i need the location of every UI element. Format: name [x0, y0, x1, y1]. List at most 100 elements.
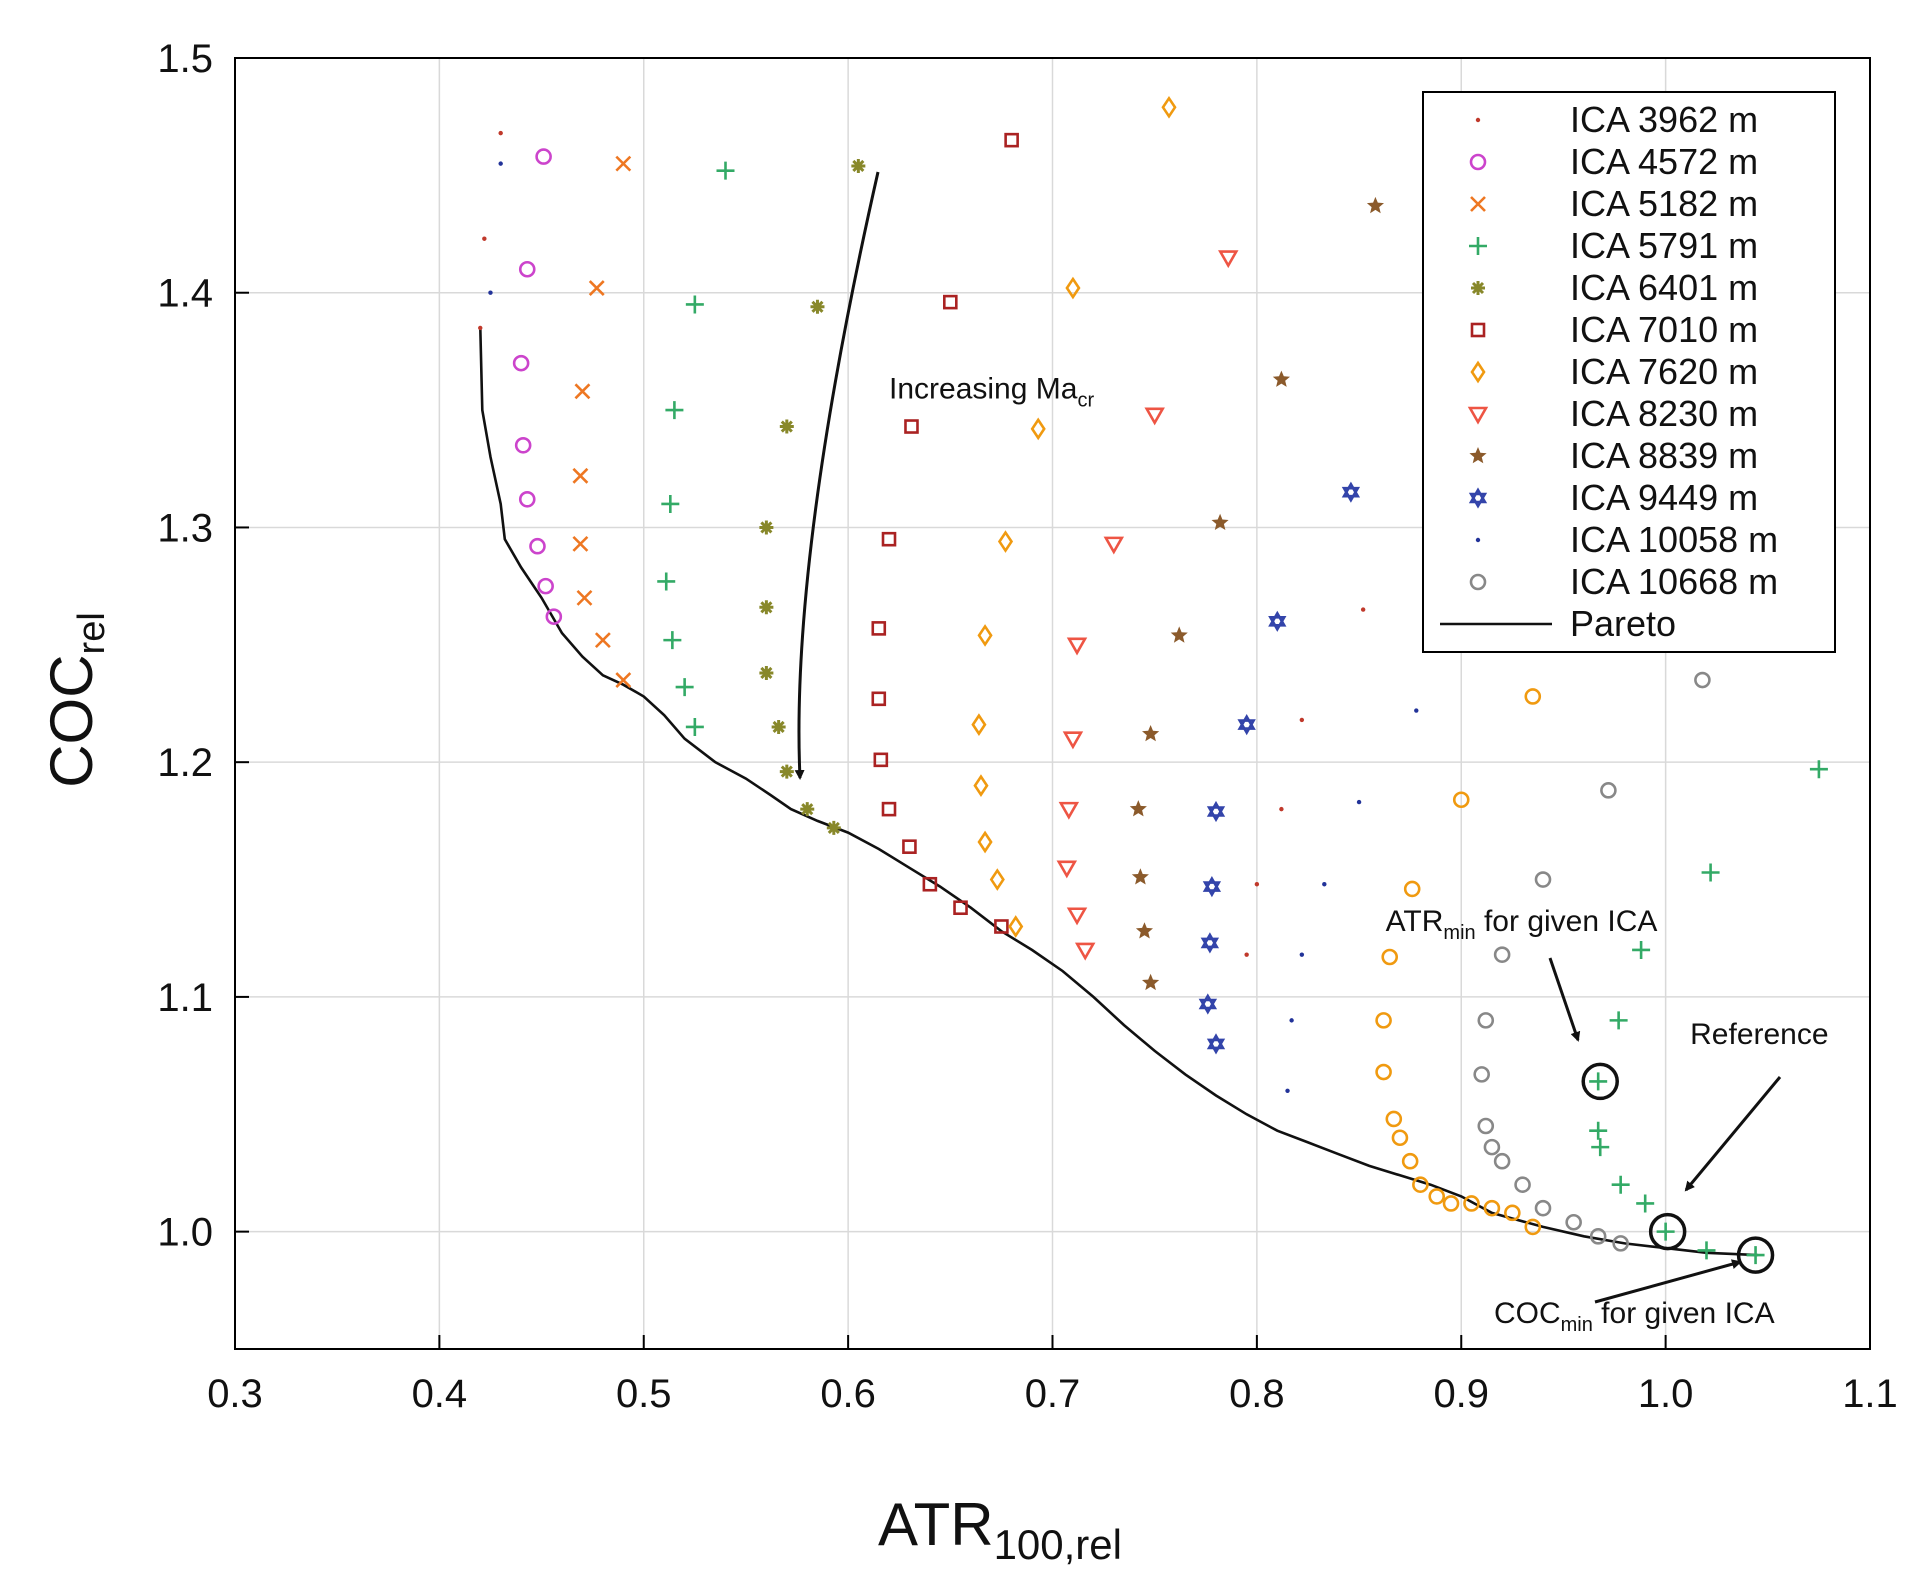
data-point — [685, 717, 704, 736]
series-7 — [1056, 250, 1239, 961]
data-point — [574, 383, 591, 400]
data-point — [800, 802, 815, 817]
data-point — [902, 839, 917, 854]
data-point — [1477, 1012, 1495, 1029]
data-point — [1589, 1121, 1608, 1140]
series-9 — [1198, 481, 1361, 1055]
x-tick-label: 0.3 — [207, 1372, 263, 1416]
data-point — [989, 868, 1005, 891]
annotation-text: Reference — [1690, 1018, 1828, 1051]
data-point — [1514, 1176, 1531, 1193]
data-point — [529, 537, 546, 555]
x-axis-title: ATR100,rel — [878, 1491, 1122, 1568]
reference-point — [1648, 1212, 1687, 1251]
data-point — [1493, 946, 1511, 963]
data-point — [1074, 942, 1096, 961]
legend-label: ICA 8839 m — [1570, 435, 1758, 476]
data-point — [1391, 1129, 1409, 1147]
data-point — [953, 900, 968, 916]
data-point — [1412, 1176, 1429, 1193]
legend-marker — [1469, 447, 1487, 464]
annotation-sub: cr — [1077, 389, 1094, 411]
data-point — [1244, 952, 1249, 957]
data-point — [572, 467, 589, 484]
data-point — [1144, 407, 1165, 426]
annotation-text: Increasing Macr — [889, 372, 1094, 411]
data-point — [1299, 717, 1305, 723]
data-point — [1401, 1152, 1419, 1170]
x-axis-title-main: ATR — [878, 1491, 994, 1558]
legend-label: ICA 5791 m — [1570, 225, 1758, 266]
plot-frame — [234, 57, 1871, 1350]
data-point — [997, 530, 1014, 553]
annotation-main: ATR — [1386, 905, 1444, 938]
x-tick-label: 0.7 — [1025, 1372, 1081, 1416]
data-point — [1504, 1204, 1521, 1222]
data-point — [1279, 806, 1284, 812]
data-point — [779, 764, 794, 779]
data-point — [1632, 940, 1651, 959]
series-4 — [759, 158, 866, 835]
data-point — [1170, 626, 1188, 643]
data-point — [922, 876, 938, 892]
data-point — [1030, 417, 1046, 441]
data-point — [1534, 871, 1552, 888]
data-point — [810, 299, 825, 314]
series-5 — [871, 132, 1019, 934]
data-point — [1285, 1088, 1290, 1094]
data-point — [1289, 1018, 1294, 1023]
data-point — [1135, 922, 1153, 939]
data-point — [1008, 915, 1024, 938]
series-12 — [1375, 688, 1542, 1236]
data-point — [973, 774, 989, 797]
data-point — [1609, 1011, 1628, 1030]
increasing-mach-arrow — [794, 171, 880, 780]
annotation-suffix: for given ICA — [1593, 1297, 1775, 1330]
data-point — [1428, 1188, 1446, 1205]
data-point — [478, 325, 483, 331]
legend-marker — [1468, 487, 1488, 509]
data-point — [1272, 370, 1290, 387]
data-point — [535, 148, 552, 165]
data-point — [1473, 1066, 1490, 1083]
data-point — [1375, 1012, 1392, 1029]
series-1 — [512, 148, 563, 625]
data-point — [685, 295, 704, 314]
data-point — [576, 589, 593, 606]
data-point — [1565, 1213, 1582, 1231]
data-point — [1360, 607, 1366, 612]
data-point — [977, 624, 993, 647]
data-point — [545, 608, 563, 625]
data-point — [1534, 1199, 1552, 1217]
data-point — [943, 294, 958, 310]
data-point — [1200, 932, 1220, 954]
data-point — [1697, 1241, 1716, 1260]
x-tick-label: 1.0 — [1638, 1372, 1694, 1416]
data-point — [759, 665, 774, 680]
reference-arrow — [1684, 1076, 1782, 1192]
annotation-sub: min — [1561, 1314, 1593, 1336]
data-point — [826, 820, 841, 835]
data-point — [1403, 880, 1421, 898]
data-point — [615, 672, 632, 688]
data-point — [1142, 973, 1160, 991]
legend-label: ICA 6401 m — [1570, 267, 1758, 308]
data-point — [514, 436, 532, 454]
data-point — [657, 572, 676, 591]
data-point — [518, 490, 536, 508]
data-point — [572, 535, 589, 552]
data-point — [1322, 882, 1327, 887]
data-point — [977, 830, 993, 854]
data-point — [771, 719, 786, 734]
data-point — [1612, 1235, 1629, 1252]
legend-label: ICA 7010 m — [1570, 309, 1758, 350]
data-point — [615, 155, 632, 172]
y-axis-title-sub: rel — [71, 612, 113, 654]
data-point — [1524, 1218, 1542, 1236]
data-point — [661, 494, 680, 513]
data-point — [871, 621, 887, 636]
series-10 — [488, 161, 1419, 1094]
axis-ticks: 0.3 0.4 0.5 0.6 0.7 0.8 0.9 1.0 1.1 1.0 1.1 1.2 1.3 1… — [157, 37, 1897, 1416]
data-point — [1381, 948, 1399, 966]
